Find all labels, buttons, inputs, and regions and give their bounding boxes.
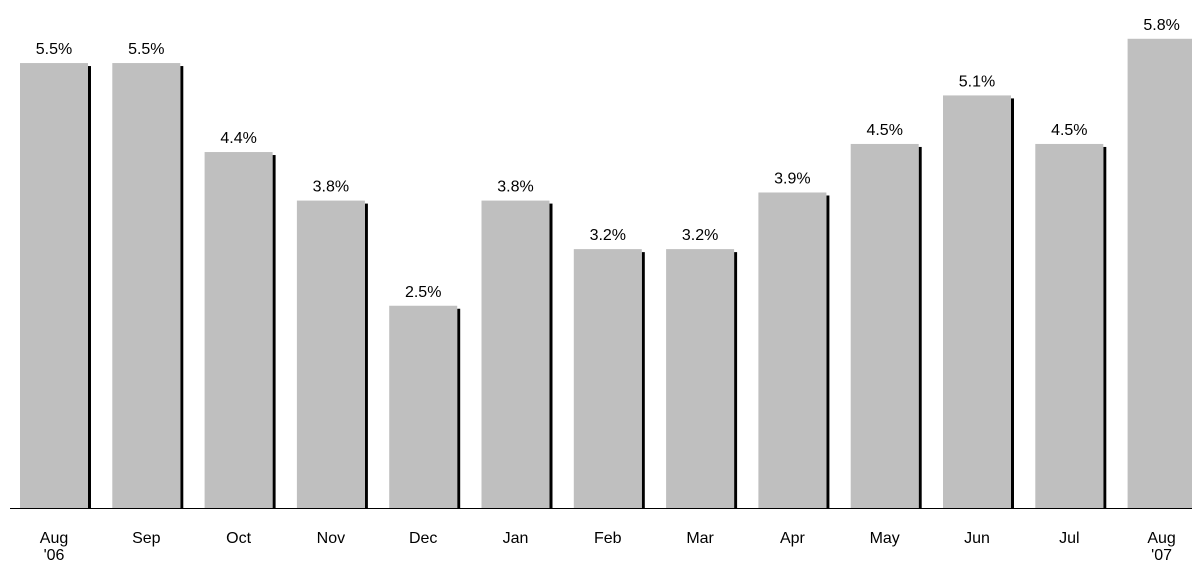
value-label: 3.8%	[313, 179, 349, 196]
x-tick-label: Dec	[409, 530, 437, 547]
x-tick-label: Mar	[686, 530, 714, 547]
bar-shadow	[734, 252, 738, 508]
bar	[943, 95, 1011, 508]
value-label: 4.5%	[1051, 122, 1087, 139]
value-label: 5.5%	[128, 41, 164, 58]
bar	[573, 249, 642, 508]
bar-shadow	[180, 66, 184, 509]
x-tick-label: Nov	[317, 530, 345, 547]
bar-shadow	[641, 252, 645, 508]
bar-shadow	[1011, 98, 1014, 508]
bar-shadow	[918, 146, 922, 508]
bar-shadow	[1103, 146, 1107, 508]
x-tick-label: Jan	[503, 530, 529, 547]
value-label: 5.5%	[36, 41, 72, 58]
bar	[112, 63, 181, 509]
bar	[666, 249, 735, 508]
x-tick-label: Apr	[780, 530, 806, 547]
value-label: 5.8%	[1143, 17, 1179, 34]
bar	[481, 200, 550, 508]
x-tick-label: Feb	[594, 530, 622, 547]
bar	[850, 143, 919, 508]
bar-shadow	[88, 66, 91, 509]
x-tick-label: Oct	[226, 530, 251, 547]
bar	[296, 200, 365, 508]
bar	[20, 63, 88, 509]
bar	[1035, 143, 1104, 508]
bar	[758, 192, 827, 509]
value-label: 3.8%	[497, 179, 533, 196]
bar-shadow	[272, 155, 276, 509]
x-tick-label: Sep	[132, 530, 161, 547]
value-label: 4.5%	[866, 122, 902, 139]
bar-shadow	[826, 195, 830, 509]
bar	[204, 152, 273, 509]
value-label: 3.2%	[590, 227, 626, 244]
bar	[389, 305, 458, 508]
x-tick-label: Aug '07	[1147, 530, 1175, 564]
bar-shadow	[364, 203, 368, 508]
x-tick-label: May	[870, 530, 900, 547]
x-tick-label: Aug '06	[40, 530, 68, 564]
value-label: 2.5%	[405, 284, 441, 301]
x-tick-label: Jul	[1059, 530, 1079, 547]
value-label: 3.2%	[682, 227, 718, 244]
value-label: 5.1%	[959, 73, 995, 90]
value-label: 3.9%	[774, 170, 810, 187]
x-tick-label: Jun	[964, 530, 990, 547]
bar-shadow	[457, 308, 461, 508]
bar-shadow	[549, 203, 553, 508]
value-label: 4.4%	[220, 130, 256, 147]
bar	[1127, 38, 1192, 508]
